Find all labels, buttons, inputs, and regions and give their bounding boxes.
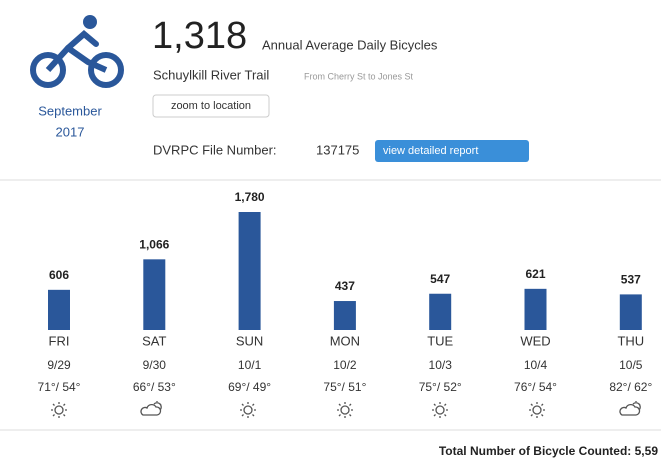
day-label: FRI	[49, 333, 70, 348]
temperature: 71°/ 54°	[38, 380, 81, 394]
day-label: SAT	[142, 333, 166, 348]
temperature: 69°/ 49°	[228, 380, 271, 394]
bar	[333, 301, 356, 330]
bar	[143, 259, 166, 330]
temperature: 82°/ 62°	[609, 380, 652, 394]
date-label: 9/29	[47, 358, 71, 372]
date-label: 10/4	[524, 358, 548, 372]
bar	[238, 212, 261, 330]
value-label: 537	[621, 273, 641, 287]
value-label: 621	[525, 267, 545, 281]
value-label: 606	[49, 268, 69, 282]
count-label: Annual Average Daily Bicycles	[262, 37, 438, 52]
date-label: 9/30	[143, 358, 167, 372]
temperature: 75°/ 52°	[419, 380, 462, 394]
value-label: 547	[430, 272, 450, 286]
value-label: 1,780	[235, 190, 265, 204]
temperature: 66°/ 53°	[133, 380, 176, 394]
year: 2017	[56, 124, 85, 139]
bar	[48, 289, 70, 330]
total: Total Number of Bicycle Counted: 5,59	[439, 444, 658, 458]
date-label: 10/1	[238, 358, 262, 372]
date-label: 10/5	[619, 358, 643, 372]
report-button[interactable]: view detailed report	[383, 145, 478, 157]
zoom-button[interactable]: zoom to location	[171, 100, 251, 112]
bar	[429, 293, 452, 330]
month: September	[38, 103, 102, 118]
day-label: SUN	[236, 333, 263, 348]
date-label: 10/2	[333, 358, 357, 372]
weather-icons	[51, 401, 641, 418]
day-label: WED	[520, 333, 550, 348]
zoom-button-box[interactable]	[152, 94, 270, 118]
temperature: 76°/ 54°	[514, 380, 557, 394]
trail: Schuylkill River Trail	[153, 67, 269, 82]
bar	[619, 294, 642, 330]
report-button-box[interactable]	[375, 140, 529, 162]
bike-icon	[30, 15, 124, 88]
value-label: 437	[335, 279, 355, 293]
count: 1,318	[152, 15, 247, 57]
day-label: TUE	[427, 333, 453, 348]
day-label: MON	[330, 333, 360, 348]
temperature: 75°/ 51°	[323, 380, 366, 394]
day-label: THU	[617, 333, 644, 348]
file-label: DVRPC File Number:	[153, 142, 277, 157]
value-label: 1,066	[139, 238, 169, 252]
date-label: 10/3	[429, 358, 453, 372]
bar	[524, 288, 547, 330]
segment: From Cherry St to Jones St	[304, 71, 414, 81]
file-number: 137175	[316, 142, 359, 157]
